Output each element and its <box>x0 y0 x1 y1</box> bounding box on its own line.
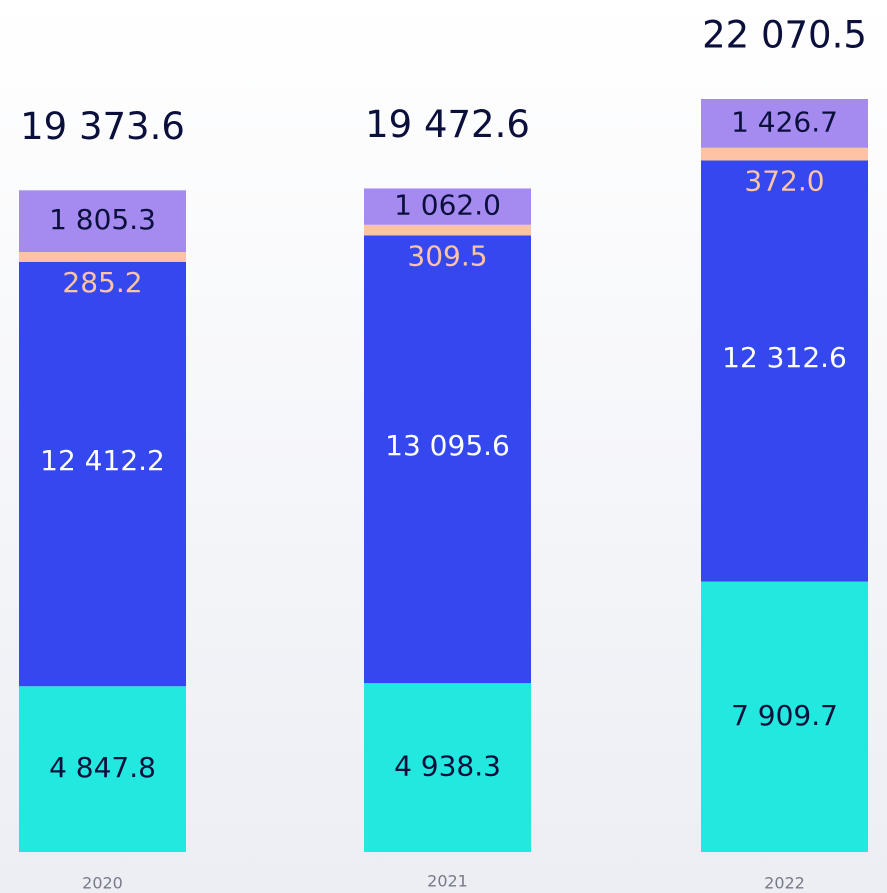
bar-segment <box>701 99 868 148</box>
value-label: 285.2 <box>62 266 142 299</box>
bar-segment <box>701 160 868 582</box>
value-label: 309.5 <box>407 239 487 272</box>
value-label: 7 909.7 <box>731 699 838 732</box>
bar-segment <box>19 686 186 852</box>
value-label: 1 426.7 <box>731 105 838 138</box>
value-label: 4 938.3 <box>394 750 501 783</box>
value-label: 1 805.3 <box>49 203 156 236</box>
value-label: 372.0 <box>744 165 824 198</box>
bar-segment <box>364 188 531 225</box>
bar-segment <box>701 147 868 161</box>
bar-segment <box>19 261 186 687</box>
bar-segment <box>364 683 531 852</box>
bar-segment <box>364 224 531 236</box>
x-tick-label: 2022 <box>764 874 805 893</box>
value-label: 12 312.6 <box>722 341 847 374</box>
bar-segment <box>701 581 868 852</box>
value-label: 12 412.2 <box>40 444 165 477</box>
x-tick-label: 2020 <box>82 874 123 893</box>
x-tick-label: 2021 <box>427 872 468 891</box>
value-label: 4 847.8 <box>49 751 156 784</box>
bar-segment <box>364 235 531 684</box>
value-label: 1 062.0 <box>394 189 501 222</box>
value-label: 13 095.6 <box>385 429 510 462</box>
bar-segment <box>19 190 186 253</box>
total-label: 19 472.6 <box>365 103 530 146</box>
bar-segment <box>19 252 186 262</box>
total-label: 19 373.6 <box>20 105 185 148</box>
total-label: 22 070.5 <box>702 14 867 57</box>
